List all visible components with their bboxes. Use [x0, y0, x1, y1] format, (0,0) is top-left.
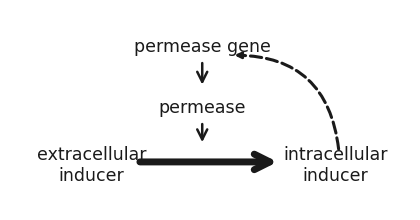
Text: extracellular
inducer: extracellular inducer	[37, 146, 146, 185]
Text: permease gene: permease gene	[134, 38, 270, 56]
Text: intracellular
inducer: intracellular inducer	[284, 146, 388, 185]
FancyArrowPatch shape	[238, 53, 339, 149]
Text: permease: permease	[158, 99, 246, 117]
